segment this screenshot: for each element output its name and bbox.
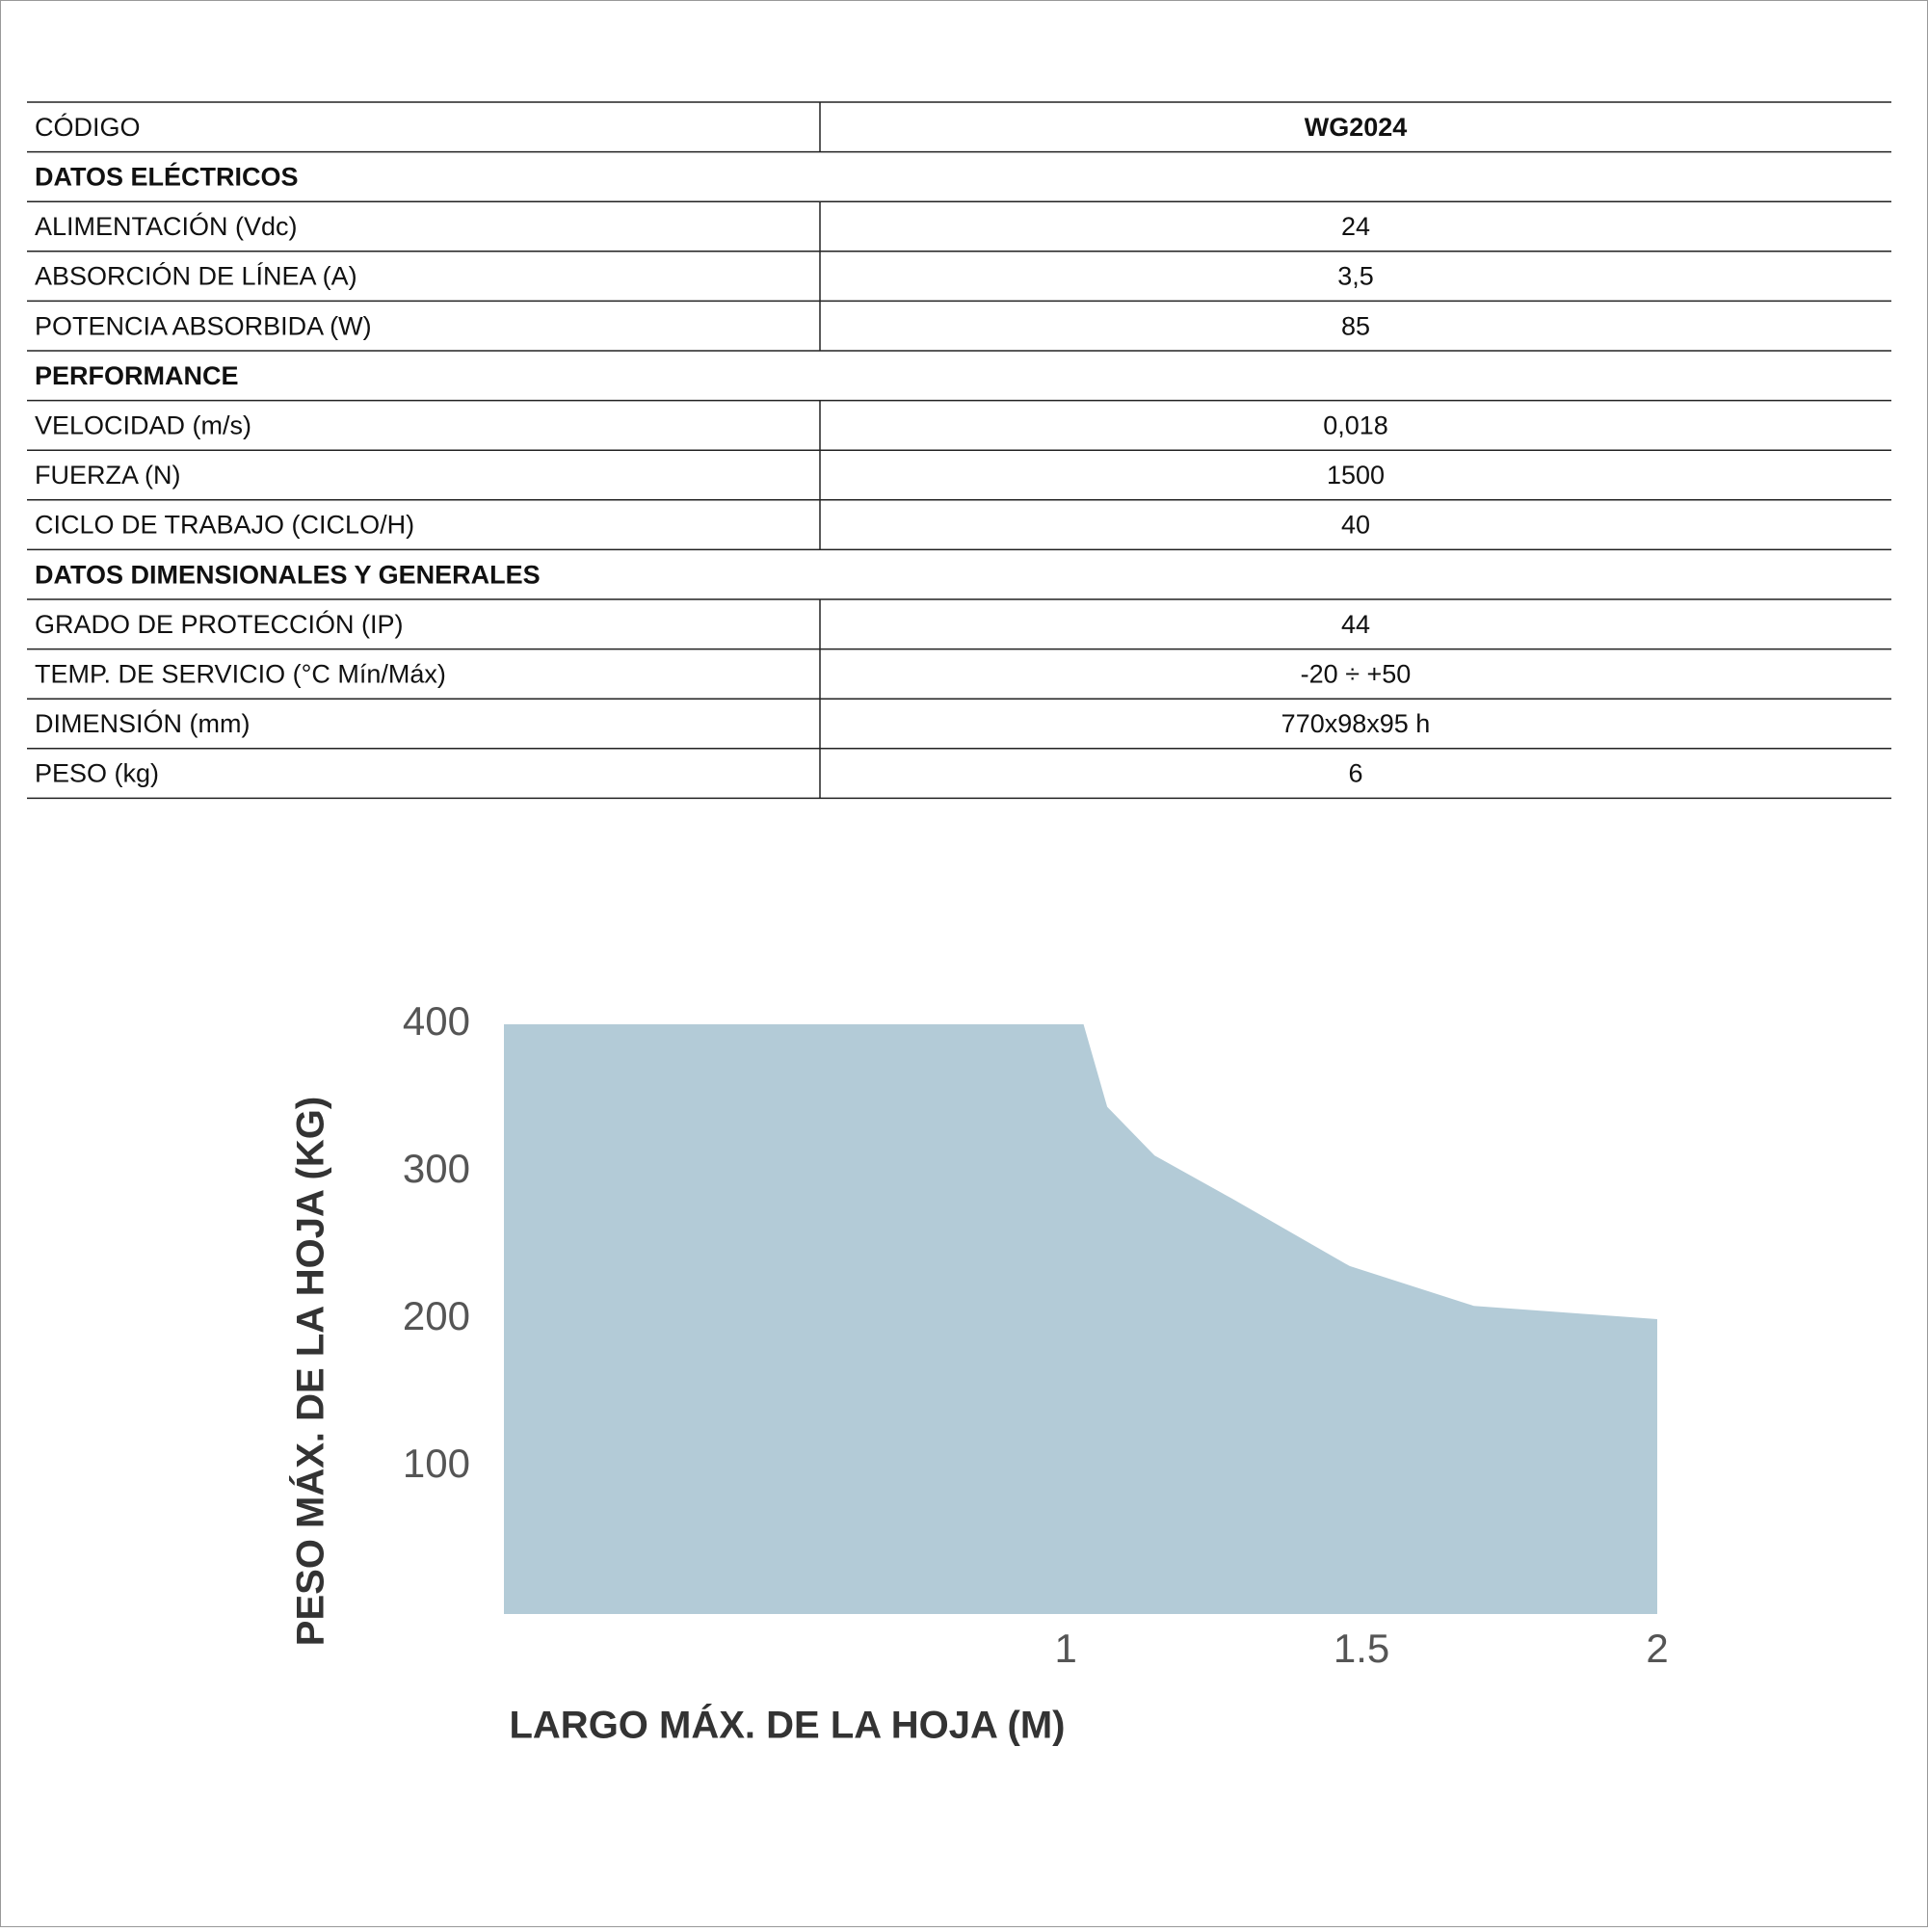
- row-value: 85: [1341, 311, 1370, 340]
- y-tick-label: 200: [403, 1293, 470, 1338]
- row-value: 0,018: [1323, 411, 1388, 440]
- row-label: CICLO DE TRABAJO (CICLO/H): [35, 511, 414, 540]
- row-value: 1500: [1327, 461, 1385, 490]
- spec-table: CÓDIGO WG2024 DATOS ELÉCTRICOS ALIMENTACIÓN…: [27, 101, 1891, 800]
- x-tick-label: 1: [1054, 1626, 1076, 1671]
- row-value: -20 ÷ +50: [1301, 660, 1412, 689]
- row-label: ABSORCIÓN DE LÍNEA (A): [35, 261, 357, 291]
- row-label: DATOS DIMENSIONALES Y GENERALES: [35, 560, 541, 589]
- y-tick-label: 100: [403, 1441, 470, 1486]
- header-label: CÓDIGO: [35, 112, 141, 142]
- row-label: VELOCIDAD (m/s): [35, 411, 251, 440]
- row-value: 24: [1341, 212, 1370, 241]
- row-label: ALIMENTACIÓN (Vdc): [35, 211, 298, 241]
- x-tick-label: 2: [1646, 1626, 1668, 1671]
- y-axis-title: PESO MÁX. DE LA HOJA (KG): [289, 1097, 332, 1646]
- y-tick-label: 400: [403, 998, 470, 1044]
- row-label: PERFORMANCE: [35, 361, 239, 390]
- row-label: FUERZA (N): [35, 461, 181, 490]
- x-tick-label: 1.5: [1334, 1626, 1389, 1671]
- x-axis-title: LARGO MÁX. DE LA HOJA (M): [509, 1704, 1065, 1747]
- row-label: DATOS ELÉCTRICOS: [35, 162, 299, 192]
- row-value: 40: [1341, 511, 1370, 540]
- row-label: TEMP. DE SERVICIO (°C Mín/Máx): [35, 660, 446, 689]
- row-value: 3,5: [1337, 262, 1374, 291]
- row-value: 44: [1341, 610, 1370, 639]
- y-tick-label: 300: [403, 1146, 470, 1191]
- row-label: PESO (kg): [35, 759, 159, 788]
- header-value: WG2024: [1305, 113, 1408, 142]
- row-value: 770x98x95 h: [1281, 709, 1431, 738]
- area: [504, 1024, 1657, 1614]
- row-label: POTENCIA ABSORBIDA (W): [35, 311, 372, 340]
- row-label: GRADO DE PROTECCIÓN (IP): [35, 609, 404, 639]
- row-label: DIMENSIÓN (mm): [35, 708, 250, 738]
- row-value: 6: [1348, 759, 1362, 788]
- chart: LARGO MÁX. DE LA HOJA (M) PESO MÁX. DE L…: [289, 998, 1669, 1746]
